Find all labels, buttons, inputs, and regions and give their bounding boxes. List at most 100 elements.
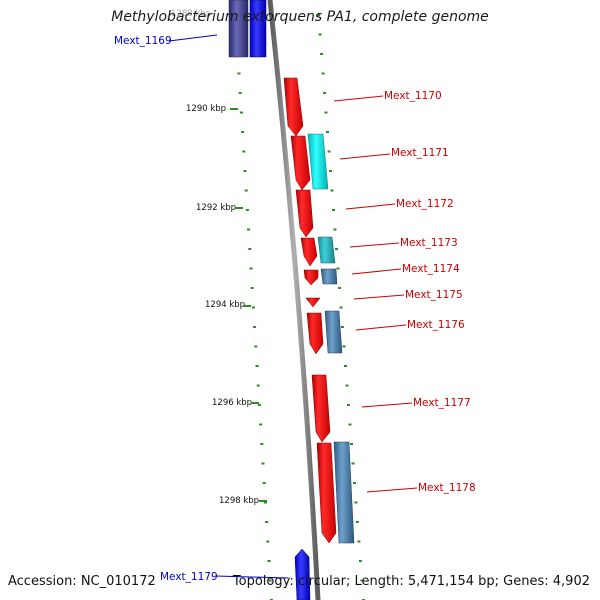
gene-mext-1179[interactable] [294, 548, 311, 600]
major-tick [235, 207, 243, 209]
minor-tick [347, 404, 350, 406]
minor-tick [323, 92, 327, 94]
gene-label-mext-1169[interactable]: Mext_1169 [114, 35, 172, 47]
minor-tick [329, 170, 332, 172]
minor-tick [243, 170, 247, 172]
minor-tick [357, 540, 361, 543]
gene-label-mext-1177[interactable]: Mext_1177 [413, 397, 471, 409]
gene-mext-1173[interactable] [300, 236, 336, 267]
kbp-label-1288: 1288 kbp [171, 9, 211, 19]
minor-tick [260, 443, 264, 445]
gene-label-mext-1173[interactable]: Mext_1173 [400, 237, 458, 249]
minor-tick [339, 306, 343, 309]
major-tick [243, 305, 251, 307]
major-tick [259, 500, 267, 502]
gene-arrow [249, 0, 267, 58]
minor-tick [242, 150, 246, 153]
minor-tick [259, 423, 263, 426]
gene-label-mext-1176[interactable]: Mext_1176 [407, 319, 465, 331]
minor-tick [324, 111, 328, 114]
minor-tick [344, 365, 347, 367]
gene-arrow [228, 0, 249, 58]
coordinate-ticks-right [317, 14, 365, 600]
gene-mext-1172[interactable] [295, 189, 314, 238]
minor-tick [333, 228, 337, 231]
minor-tick [250, 287, 254, 289]
minor-tick [354, 501, 358, 504]
kbp-label-1290: 1290 kbp [186, 104, 226, 114]
minor-tick [358, 560, 362, 562]
minor-tick [266, 540, 270, 543]
kbp-tick-marks [230, 108, 267, 502]
minor-tick [239, 111, 243, 114]
minor-tick [350, 443, 353, 445]
minor-tick [326, 131, 329, 133]
gene-mext-1169[interactable] [228, 0, 267, 58]
minor-tick [265, 521, 269, 523]
minor-tick [320, 53, 324, 55]
major-tick [230, 108, 238, 110]
kbp-label-1296: 1296 kbp [212, 398, 252, 408]
accession-text: Accession: NC_010172 [8, 574, 156, 589]
gene-label-mext-1178[interactable]: Mext_1178 [418, 482, 476, 494]
minor-tick [254, 345, 258, 348]
minor-tick [345, 384, 349, 387]
minor-tick [253, 326, 257, 328]
genome-title: Methylobacterium extorquens PA1, complet… [111, 9, 489, 25]
minor-tick [263, 501, 267, 504]
minor-tick [255, 365, 259, 367]
minor-tick [244, 189, 248, 192]
minor-tick [342, 345, 346, 348]
minor-tick [237, 72, 241, 75]
minor-tick [353, 482, 356, 484]
minor-tick [267, 560, 271, 562]
minor-tick [360, 579, 364, 582]
kbp-label-1298: 1298 kbp [219, 496, 259, 506]
minor-tick [348, 423, 352, 426]
minor-tick [238, 92, 242, 94]
minor-tick [327, 150, 331, 153]
minor-tick [330, 189, 334, 192]
minor-tick [318, 33, 322, 36]
gene-label-mext-1170[interactable]: Mext_1170 [384, 90, 442, 102]
minor-tick [336, 267, 340, 270]
minor-tick [321, 72, 325, 75]
minor-tick [338, 287, 341, 289]
minor-tick [332, 209, 335, 211]
minor-tick [268, 579, 272, 582]
major-tick [251, 402, 259, 404]
gene-mext-1175[interactable] [305, 297, 321, 308]
minor-tick [257, 404, 261, 406]
gene-mext-1176[interactable] [306, 310, 343, 355]
minor-tick [247, 228, 251, 231]
kbp-label-1294: 1294 kbp [205, 300, 245, 310]
gene-label-mext-1174[interactable]: Mext_1174 [402, 263, 460, 275]
gene-label-mext-1172[interactable]: Mext_1172 [396, 198, 454, 210]
minor-tick [355, 521, 359, 523]
kbp-label-1292: 1292 kbp [196, 203, 236, 213]
gene-mext-1177[interactable] [311, 374, 331, 443]
gene-label-mext-1175[interactable]: Mext_1175 [405, 289, 463, 301]
gene-mext-1178[interactable] [316, 441, 355, 544]
gene-mext-1170[interactable] [283, 77, 304, 137]
minor-tick [335, 248, 338, 250]
minor-tick [261, 462, 265, 465]
gene-mext-1171[interactable] [290, 133, 329, 191]
minor-tick [249, 267, 253, 270]
gene-label-mext-1171[interactable]: Mext_1171 [391, 147, 449, 159]
gene-mext-1174[interactable] [303, 268, 338, 286]
kbp-labels: 1288 kbp 1290 kbp 1292 kbp 1294 kbp 1296… [171, 9, 259, 506]
minor-tick [251, 306, 255, 309]
minor-tick [317, 14, 321, 16]
gene-label-mext-1179[interactable]: Mext_1179 [160, 571, 218, 583]
minor-tick [262, 482, 266, 484]
label-leader-lines [168, 34, 418, 579]
genome-summary-text: Topology: circular; Length: 5,471,154 bp… [232, 574, 590, 589]
minor-tick [248, 248, 252, 250]
minor-tick [341, 326, 344, 328]
minor-tick [256, 384, 260, 387]
minor-tick [241, 131, 245, 133]
genome-backbone [267, 0, 321, 600]
minor-tick [351, 462, 355, 465]
